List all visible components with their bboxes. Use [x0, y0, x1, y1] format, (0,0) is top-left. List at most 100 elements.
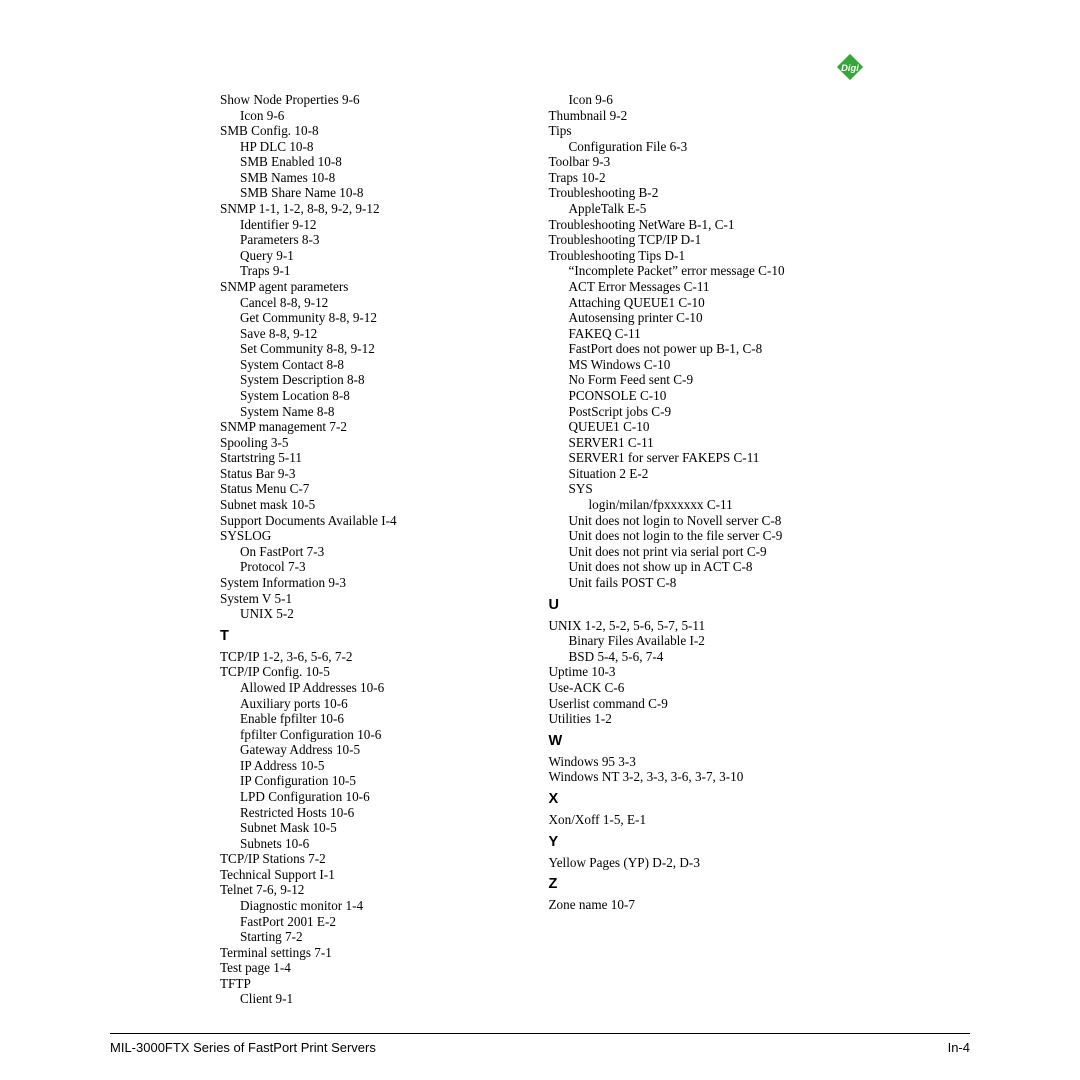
index-entry: Use-ACK C-6 [549, 680, 866, 696]
index-entry: Unit does not print via serial port C-9 [549, 544, 866, 560]
index-entry: Restricted Hosts 10-6 [220, 805, 537, 821]
index-entry: Yellow Pages (YP) D-2, D-3 [549, 855, 866, 871]
index-entry: Situation 2 E-2 [549, 466, 866, 482]
index-entry: Client 9-1 [220, 991, 537, 1007]
index-entry: TCP/IP 1-2, 3-6, 5-6, 7-2 [220, 649, 537, 665]
index-entry: On FastPort 7-3 [220, 544, 537, 560]
index-entry: TCP/IP Config. 10-5 [220, 664, 537, 680]
index-entry: SMB Enabled 10-8 [220, 154, 537, 170]
index-entry: Support Documents Available I-4 [220, 513, 537, 529]
index-entry: Tips [549, 123, 866, 139]
index-entry: SNMP agent parameters [220, 279, 537, 295]
index-entry: Userlist command C-9 [549, 696, 866, 712]
index-entry: Parameters 8-3 [220, 232, 537, 248]
digi-logo: Digi [835, 52, 865, 82]
index-entry: System V 5-1 [220, 591, 537, 607]
index-entry: Icon 9-6 [220, 108, 537, 124]
index-entry: login/milan/fpxxxxxx C-11 [549, 497, 866, 513]
index-entry: Unit does not login to Novell server C-8 [549, 513, 866, 529]
index-entry: TCP/IP Stations 7-2 [220, 851, 537, 867]
index-entry: FastPort does not power up B-1, C-8 [549, 341, 866, 357]
index-entry: UNIX 5-2 [220, 606, 537, 622]
index-entry: MS Windows C-10 [549, 357, 866, 373]
index-entry: Protocol 7-3 [220, 559, 537, 575]
index-entry: Windows 95 3-3 [549, 754, 866, 770]
page-footer: MIL-3000FTX Series of FastPort Print Ser… [110, 1033, 970, 1055]
index-entry: System Name 8-8 [220, 404, 537, 420]
index-entry: Spooling 3-5 [220, 435, 537, 451]
index-entry: Telnet 7-6, 9-12 [220, 882, 537, 898]
index-entry: Set Community 8-8, 9-12 [220, 341, 537, 357]
index-entry: HP DLC 10-8 [220, 139, 537, 155]
index-entry: Troubleshooting B-2 [549, 185, 866, 201]
index-entry: Unit fails POST C-8 [549, 575, 866, 591]
index-entry: SYSLOG [220, 528, 537, 544]
index-entry: System Location 8-8 [220, 388, 537, 404]
index-entry: Thumbnail 9-2 [549, 108, 866, 124]
index-entry: Cancel 8-8, 9-12 [220, 295, 537, 311]
index-entry: BSD 5-4, 5-6, 7-4 [549, 649, 866, 665]
index-entry: UNIX 1-2, 5-2, 5-6, 5-7, 5-11 [549, 618, 866, 634]
index-entry: Binary Files Available I-2 [549, 633, 866, 649]
index-letter: Z [549, 876, 866, 893]
index-entry: Auxiliary ports 10-6 [220, 696, 537, 712]
footer-right: In-4 [948, 1040, 970, 1055]
index-entry: Uptime 10-3 [549, 664, 866, 680]
index-entry: SMB Config. 10-8 [220, 123, 537, 139]
index-entry: Troubleshooting TCP/IP D-1 [549, 232, 866, 248]
index-entry: Subnet Mask 10-5 [220, 820, 537, 836]
index-entry: Autosensing printer C-10 [549, 310, 866, 326]
index-entry: Attaching QUEUE1 C-10 [549, 295, 866, 311]
index-entry: Identifier 9-12 [220, 217, 537, 233]
index-entry: Troubleshooting Tips D-1 [549, 248, 866, 264]
index-entry: System Description 8-8 [220, 372, 537, 388]
index-entry: Save 8-8, 9-12 [220, 326, 537, 342]
index-entry: IP Configuration 10-5 [220, 773, 537, 789]
index-entry: Terminal settings 7-1 [220, 945, 537, 961]
index-entry: SMB Names 10-8 [220, 170, 537, 186]
index-entry: No Form Feed sent C-9 [549, 372, 866, 388]
index-entry: SNMP management 7-2 [220, 419, 537, 435]
index-entry: Query 9-1 [220, 248, 537, 264]
index-entry: Traps 9-1 [220, 263, 537, 279]
index-entry: QUEUE1 C-10 [549, 419, 866, 435]
index-entry: Traps 10-2 [549, 170, 866, 186]
index-entry: SNMP 1-1, 1-2, 8-8, 9-2, 9-12 [220, 201, 537, 217]
index-entry: Diagnostic monitor 1-4 [220, 898, 537, 914]
index-letter: Y [549, 834, 866, 851]
index-entry: Enable fpfilter 10-6 [220, 711, 537, 727]
logo-text: Digi [841, 63, 859, 73]
index-entry: Windows NT 3-2, 3-3, 3-6, 3-7, 3-10 [549, 769, 866, 785]
index-entry: Subnets 10-6 [220, 836, 537, 852]
index-entry: Zone name 10-7 [549, 897, 866, 913]
index-entry: Toolbar 9-3 [549, 154, 866, 170]
index-entry: Status Bar 9-3 [220, 466, 537, 482]
index-letter: U [549, 597, 866, 614]
index-letter: T [220, 628, 537, 645]
index-entry: Subnet mask 10-5 [220, 497, 537, 513]
index-entry: SERVER1 for server FAKEPS C-11 [549, 450, 866, 466]
index-entry: AppleTalk E-5 [549, 201, 866, 217]
index-entry: TFTP [220, 976, 537, 992]
index-entry: System Contact 8-8 [220, 357, 537, 373]
index-entry: Startstring 5-11 [220, 450, 537, 466]
index-entry: Allowed IP Addresses 10-6 [220, 680, 537, 696]
index-entry: Configuration File 6-3 [549, 139, 866, 155]
index-entry: Starting 7-2 [220, 929, 537, 945]
index-columns: Show Node Properties 9-6Icon 9-6SMB Conf… [220, 92, 865, 1007]
index-entry: ACT Error Messages C-11 [549, 279, 866, 295]
index-entry: Unit does not show up in ACT C-8 [549, 559, 866, 575]
index-entry: PCONSOLE C-10 [549, 388, 866, 404]
index-entry: Get Community 8-8, 9-12 [220, 310, 537, 326]
index-entry: FastPort 2001 E-2 [220, 914, 537, 930]
index-entry: fpfilter Configuration 10-6 [220, 727, 537, 743]
index-entry: Test page 1-4 [220, 960, 537, 976]
index-entry: SMB Share Name 10-8 [220, 185, 537, 201]
index-entry: SERVER1 C-11 [549, 435, 866, 451]
index-letter: W [549, 733, 866, 750]
index-entry: Status Menu C-7 [220, 481, 537, 497]
footer-left: MIL-3000FTX Series of FastPort Print Ser… [110, 1040, 376, 1055]
index-entry: SYS [549, 481, 866, 497]
index-page: Digi Show Node Properties 9-6Icon 9-6SMB… [220, 92, 865, 1007]
index-entry: Icon 9-6 [549, 92, 866, 108]
